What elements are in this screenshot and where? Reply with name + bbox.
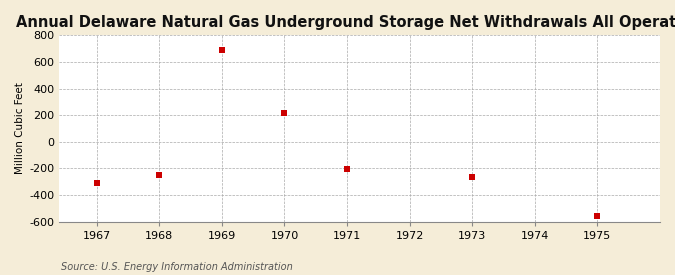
Point	[279, 111, 290, 116]
Title: Annual Delaware Natural Gas Underground Storage Net Withdrawals All Operators: Annual Delaware Natural Gas Underground …	[16, 15, 675, 30]
Point	[217, 48, 227, 52]
Point	[154, 173, 165, 177]
Point	[467, 175, 478, 179]
Point	[592, 213, 603, 218]
Text: Source: U.S. Energy Information Administration: Source: U.S. Energy Information Administ…	[61, 262, 292, 272]
Point	[342, 167, 352, 171]
Point	[91, 181, 102, 185]
Y-axis label: Million Cubic Feet: Million Cubic Feet	[15, 82, 25, 174]
